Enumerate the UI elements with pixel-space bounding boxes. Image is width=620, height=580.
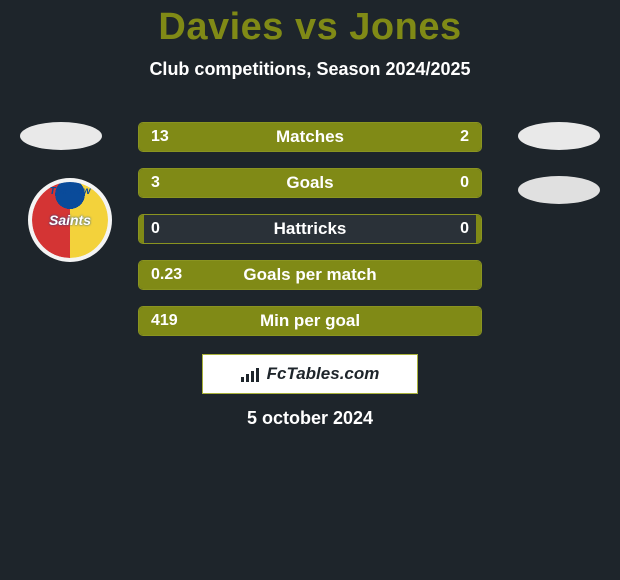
player-left-flag [20, 122, 102, 150]
comparison-bars: Matches132Goals30Hattricks00Goals per ma… [138, 122, 482, 352]
bar-label: Hattricks [139, 215, 481, 243]
club-badge-inner: The New Saints [32, 182, 108, 258]
stat-bar: Hattricks0 0 [138, 214, 482, 244]
bar-value-left: 419 [151, 307, 178, 335]
bar-label: Goals [139, 169, 481, 197]
brand-text: FcTables.com [267, 364, 380, 384]
player-right-flag-1 [518, 122, 600, 150]
badge-text-top: The New [32, 186, 108, 197]
brand-box: FcTables.com [202, 354, 418, 394]
page-title: Davies vs Jones [0, 0, 620, 49]
bar-value-left: 3 [151, 169, 160, 197]
stat-bar: Goals3 0 [138, 168, 482, 198]
stat-bar: Goals per match0.23 [138, 260, 482, 290]
club-badge: The New Saints [28, 178, 112, 262]
bar-value-right: 0 [460, 169, 469, 197]
stat-bar: Matches13 2 [138, 122, 482, 152]
date-text: 5 october 2024 [0, 408, 620, 429]
bar-label: Goals per match [139, 261, 481, 289]
bar-value-right: 2 [460, 123, 469, 151]
bar-value-right: 0 [460, 215, 469, 243]
bar-label: Matches [139, 123, 481, 151]
chart-icon [241, 366, 261, 382]
subtitle: Club competitions, Season 2024/2025 [0, 59, 620, 80]
bar-label: Min per goal [139, 307, 481, 335]
badge-text-mid: Saints [32, 212, 108, 228]
player-right-flag-2 [518, 176, 600, 204]
stat-bar: Min per goal419 [138, 306, 482, 336]
bar-value-left: 0 [151, 215, 160, 243]
bar-value-left: 0.23 [151, 261, 182, 289]
bar-value-left: 13 [151, 123, 169, 151]
